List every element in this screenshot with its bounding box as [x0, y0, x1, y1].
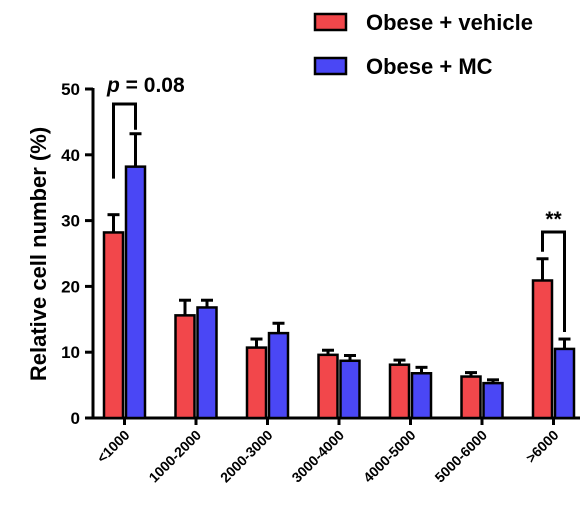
bar — [174, 314, 196, 420]
significance-stars: ** — [545, 208, 562, 231]
bar — [553, 347, 576, 420]
x-tick-label: 3000-4000 — [288, 427, 347, 486]
p-symbol: p — [106, 74, 120, 97]
significance-bracket — [541, 230, 566, 333]
bar — [482, 381, 504, 420]
bar — [531, 279, 554, 420]
bar — [196, 306, 218, 420]
bar — [339, 359, 361, 420]
bar — [267, 331, 290, 420]
bar — [388, 363, 411, 420]
bar — [245, 346, 268, 420]
bar — [410, 372, 433, 420]
legend-label: Obese + MC — [366, 54, 493, 79]
bars — [102, 165, 576, 420]
y-tick-label: 0 — [71, 409, 80, 428]
x-tick-label: 1000-2000 — [145, 427, 204, 486]
p-value-text: = 0.08 — [120, 74, 185, 97]
y-tick-label: 50 — [61, 80, 80, 99]
y-tick-label: 10 — [61, 343, 80, 362]
x-tick-label: >6000 — [522, 427, 561, 466]
legend-label: Obese + vehicle — [366, 10, 533, 35]
bar — [317, 353, 339, 420]
x-tick-label: 4000-5000 — [360, 427, 419, 486]
legend-swatch — [313, 56, 348, 76]
x-tick-label: 2000-3000 — [217, 427, 276, 486]
error-bars — [107, 132, 571, 384]
annotations: p = 0.08 ** — [106, 74, 566, 333]
x-tick-label: 5000-6000 — [431, 427, 490, 486]
significance-bracket — [112, 102, 137, 179]
x-tick-label: <1000 — [93, 427, 132, 466]
bar — [102, 231, 125, 420]
p-value-annotation: p = 0.08 — [106, 74, 185, 97]
y-tick-label: 30 — [61, 212, 80, 231]
legend: Obese + vehicle Obese + MC — [313, 10, 533, 79]
y-tick-label: 20 — [61, 277, 80, 296]
y-tick-label: 40 — [61, 146, 80, 165]
y-axis-label: Relative cell number (%) — [26, 127, 51, 381]
bar — [124, 165, 147, 420]
bar — [460, 375, 482, 420]
legend-swatch — [313, 12, 348, 32]
